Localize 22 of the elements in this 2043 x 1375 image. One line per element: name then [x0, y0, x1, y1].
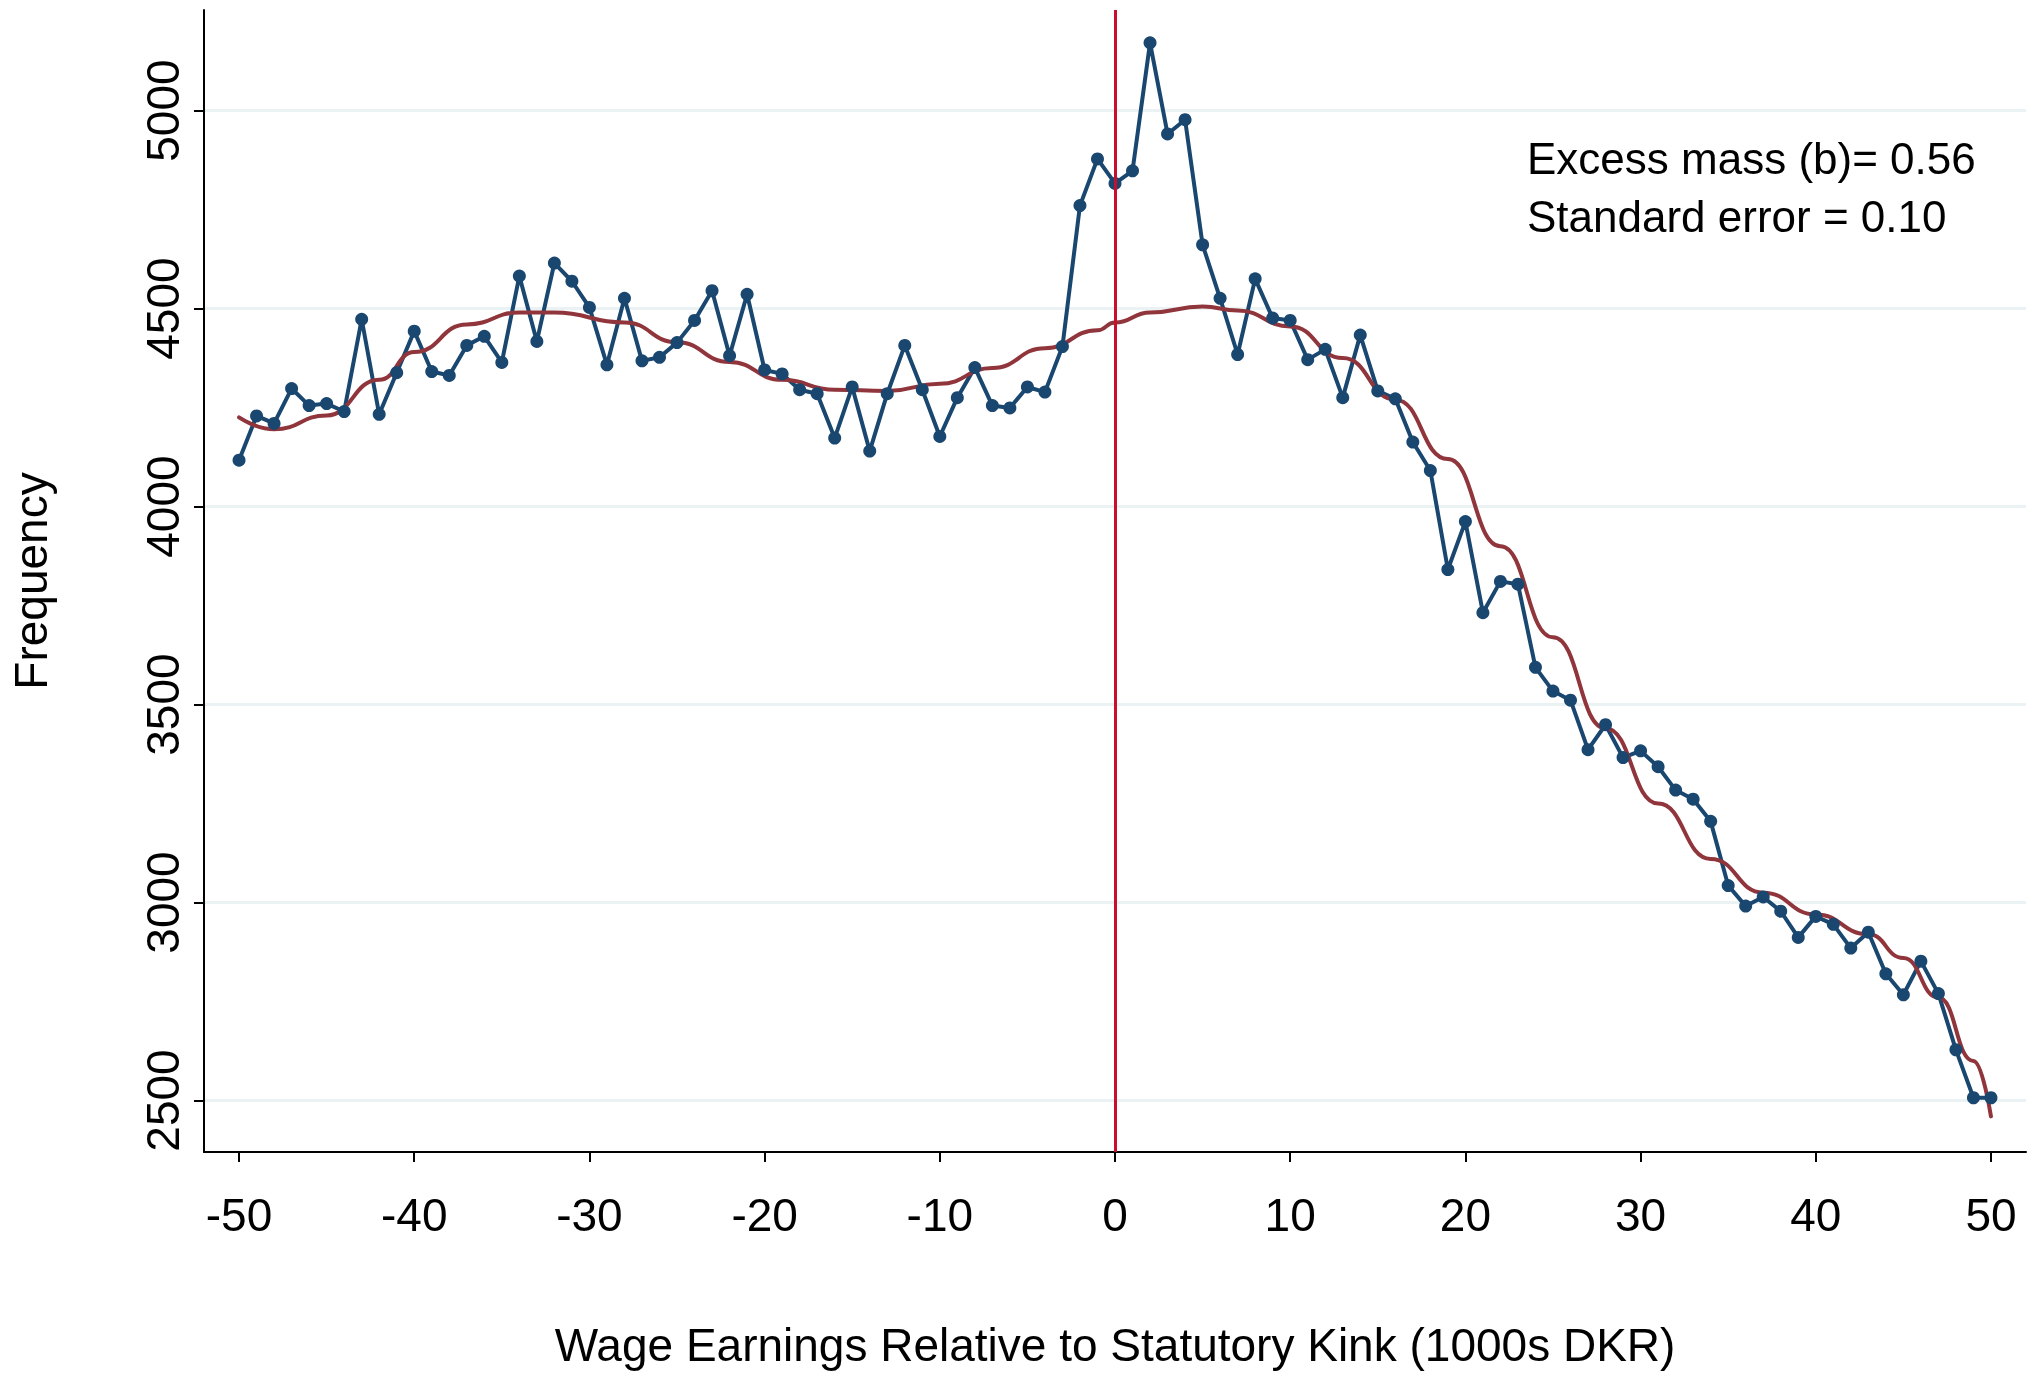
x-tick-label: 30	[1614, 1189, 1667, 1241]
y-tick-label: 5000	[137, 59, 189, 162]
x-tick-label: -40	[380, 1189, 448, 1241]
x-axis-title: Wage Earnings Relative to Statutory Kink (1000s DKR)	[554, 1319, 1676, 1371]
x-tick-label: 20	[1439, 1189, 1491, 1241]
x-tick-label: -10	[906, 1189, 974, 1241]
x-tick-label: -30	[556, 1189, 623, 1241]
x-tick-label: 0	[1102, 1189, 1128, 1241]
line-series	[237, 304, 1993, 1119]
annotation: Standard error = 0.10	[1527, 191, 1947, 241]
x-tick-label: 50	[1965, 1189, 2017, 1241]
y-tick-label: 3000	[137, 851, 189, 954]
x-tick-label: -20	[731, 1189, 798, 1241]
y-tick-label: 4000	[137, 455, 189, 558]
y-axis-title: Frequency	[5, 472, 57, 690]
x-tick-label: 10	[1264, 1189, 1316, 1241]
x-tick-label: -50	[205, 1189, 273, 1241]
x-tick-label: 40	[1790, 1189, 1842, 1241]
y-tick-label: 4500	[137, 257, 189, 360]
y-tick-label: 3500	[137, 653, 189, 756]
y-tick-label: 2500	[137, 1049, 189, 1152]
annotation: Excess mass (b)= 0.56	[1527, 133, 1976, 183]
